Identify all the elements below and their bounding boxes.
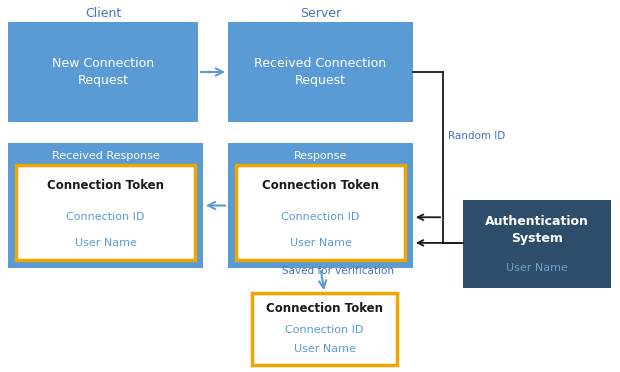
Text: User Name: User Name — [293, 344, 355, 354]
Text: Random ID: Random ID — [448, 131, 505, 141]
Text: Authentication
System: Authentication System — [485, 215, 589, 245]
Text: New Connection
Request: New Connection Request — [52, 57, 154, 87]
Bar — [463, 200, 611, 288]
Text: Connection Token: Connection Token — [262, 179, 379, 192]
Text: Response: Response — [294, 151, 347, 161]
Text: Connection ID: Connection ID — [66, 212, 144, 222]
Text: Server: Server — [300, 6, 341, 19]
Text: User Name: User Name — [290, 238, 352, 248]
Bar — [252, 293, 397, 365]
Text: Received Response: Received Response — [51, 151, 159, 161]
Bar — [228, 143, 413, 268]
Bar — [16, 165, 195, 260]
Text: Connection Token: Connection Token — [47, 179, 164, 192]
Text: Connection Token: Connection Token — [266, 301, 383, 314]
Text: Connection ID: Connection ID — [281, 212, 360, 222]
Bar — [8, 143, 203, 268]
Text: Connection ID: Connection ID — [285, 325, 364, 335]
Text: Received Connection
Request: Received Connection Request — [254, 57, 386, 87]
Text: User Name: User Name — [506, 263, 568, 273]
Bar — [8, 22, 198, 122]
Text: Client: Client — [85, 6, 121, 19]
Text: User Name: User Name — [74, 238, 136, 248]
Bar — [228, 22, 413, 122]
Bar — [236, 165, 405, 260]
Text: Saved for verification: Saved for verification — [283, 266, 394, 276]
